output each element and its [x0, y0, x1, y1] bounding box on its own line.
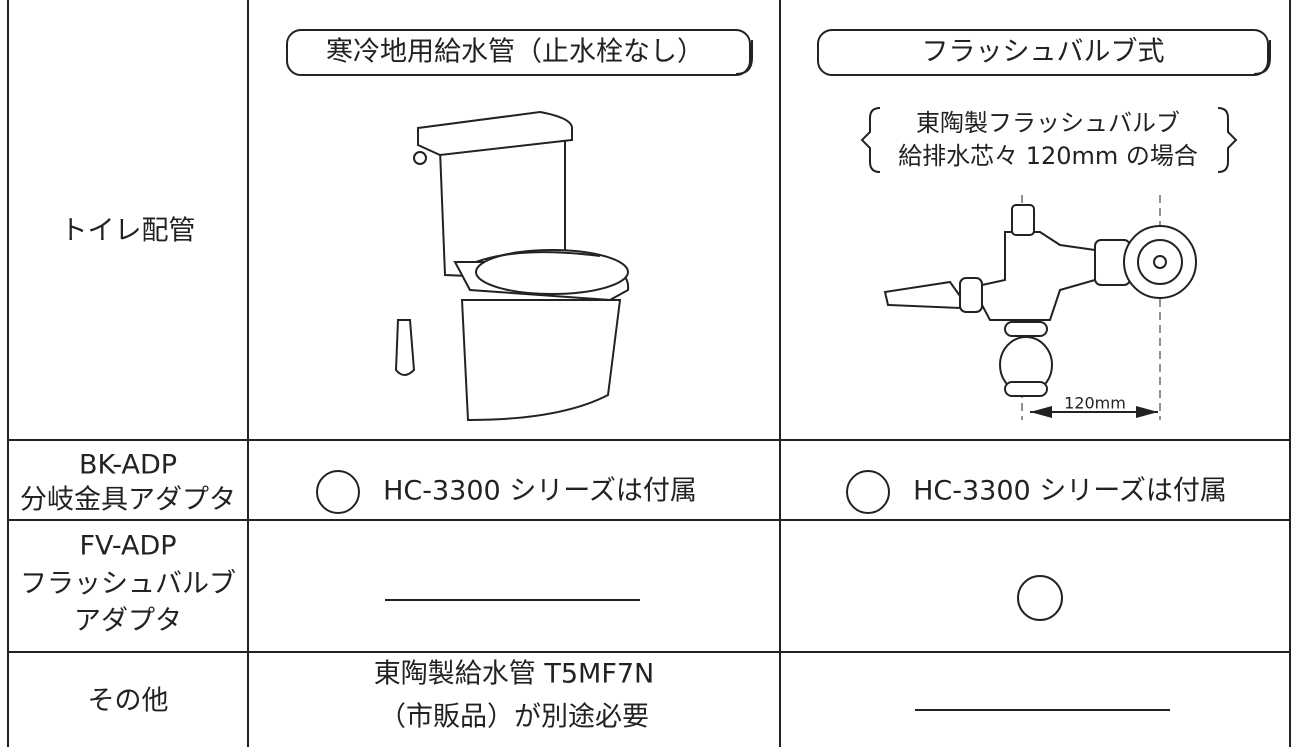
- brace: [860, 107, 881, 173]
- row-label: フラッシュバルブ: [20, 569, 236, 600]
- title-box: [286, 29, 751, 76]
- title-box-shadow: [735, 40, 753, 75]
- row-label: トイレ配管: [61, 216, 196, 247]
- flush-valve-illustration: [883, 195, 1197, 420]
- row-label: アダプタ: [74, 606, 182, 637]
- circle-mark: [846, 470, 890, 514]
- circle-mark: [1017, 575, 1063, 621]
- row-label: 分岐金具アダプタ: [20, 485, 236, 516]
- table-grid: [7, 0, 1291, 747]
- cell-text: （市販品）が別途必要: [379, 702, 649, 733]
- cell-text: HC-3300 シリーズは付属: [383, 476, 697, 507]
- row-label: FV-ADP: [79, 531, 176, 562]
- toilet-illustration: [394, 110, 630, 422]
- cell-text: HC-3300 シリーズは付属: [913, 476, 1227, 507]
- title-box-shadow: [1253, 40, 1271, 75]
- note-line: 東陶製フラッシュバルブ: [916, 109, 1180, 137]
- column-title: フラッシュバルブ式: [922, 37, 1165, 68]
- row-label: BK-ADP: [79, 450, 177, 481]
- dimension-label: 120mm: [1064, 394, 1126, 413]
- cell-text: 東陶製給水管 T5MF7N: [374, 659, 654, 690]
- circle-mark: [316, 470, 360, 514]
- column-title: 寒冷地用給水管（止水栓なし）: [326, 37, 704, 68]
- row-label: その他: [88, 686, 169, 717]
- note-line: 給排水芯々 120mm の場合: [898, 142, 1198, 170]
- title-box: [817, 29, 1269, 76]
- brace: [1217, 107, 1238, 173]
